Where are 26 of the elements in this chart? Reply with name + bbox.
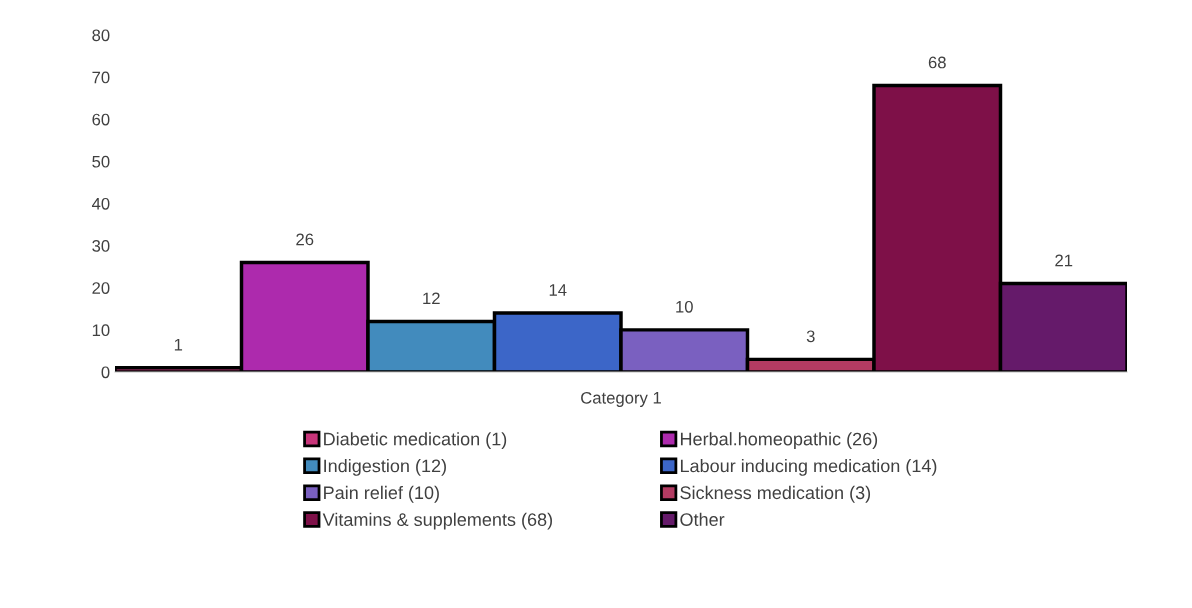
legend-label: Vitamins & supplements (68) bbox=[322, 512, 552, 530]
x-tick-label: Category 1 bbox=[581, 391, 661, 407]
data-label: 14 bbox=[549, 284, 567, 296]
data-label: 26 bbox=[296, 233, 314, 246]
y-tick-label: 10 bbox=[92, 324, 110, 337]
legend-label: Labour inducing medication (14) bbox=[680, 459, 937, 476]
data-label: 21 bbox=[1055, 254, 1073, 267]
legend-label: Pain relief (10) bbox=[324, 485, 439, 503]
legend-label: Indigestion (12) bbox=[324, 459, 446, 476]
legend-label: Diabetic medication (1) bbox=[324, 432, 507, 449]
legend-label: Sickness medication (3) bbox=[680, 485, 871, 503]
legend-label: Herbal.homeopathic (26) bbox=[680, 432, 878, 449]
y-tick-label: 40 bbox=[91, 197, 110, 210]
legend-label: Other bbox=[680, 512, 725, 526]
y-tick-label: 30 bbox=[92, 240, 110, 252]
y-tick-label: 0 bbox=[101, 366, 110, 379]
y-tick-label: 60 bbox=[92, 113, 110, 126]
y-tick-label: 50 bbox=[92, 155, 110, 168]
data-label: 68 bbox=[928, 56, 946, 69]
data-label: 3 bbox=[806, 330, 815, 343]
data-label: 1 bbox=[174, 338, 183, 351]
y-tick-label: 80 bbox=[92, 29, 110, 42]
y-tick-label: 70 bbox=[92, 71, 110, 84]
y-tick-label: 20 bbox=[92, 282, 110, 294]
data-label: 12 bbox=[423, 292, 440, 305]
data-label: 10 bbox=[676, 300, 693, 313]
